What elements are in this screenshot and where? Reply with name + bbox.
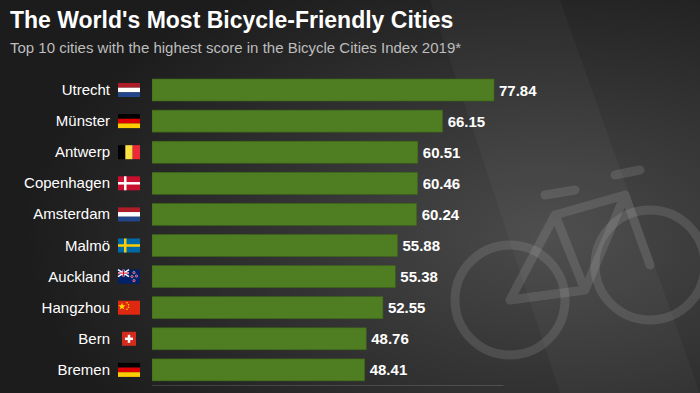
flag-part — [118, 114, 140, 119]
flag-part — [118, 207, 140, 212]
flag-part — [118, 270, 129, 277]
flag — [122, 332, 136, 346]
flag-part — [118, 145, 125, 159]
category-label: Copenhagen — [24, 174, 110, 191]
flag — [118, 207, 140, 221]
flag-part — [122, 332, 136, 346]
flag-part — [118, 372, 140, 377]
data-labels: 77.84 66.15 60.51 60.46 60.24 55.88 55.38 52.55… — [370, 82, 538, 379]
flag-part — [126, 302, 128, 304]
flag-part — [118, 92, 140, 97]
data-label: 55.38 — [400, 268, 438, 285]
category-label: Bern — [78, 330, 110, 347]
flag-part — [128, 304, 130, 306]
category-label: Hangzhou — [42, 299, 110, 316]
x-axis-line — [152, 385, 504, 386]
data-label: 48.76 — [371, 330, 409, 347]
flag — [118, 176, 140, 190]
flag-part — [135, 275, 137, 277]
flag-part — [131, 275, 133, 277]
chart-svg: The World's Most Bicycle-Friendly Cities… — [0, 0, 700, 393]
flag-part — [118, 301, 140, 315]
flag-part — [118, 119, 140, 124]
category-label: Antwerp — [55, 143, 110, 160]
flag-part — [133, 145, 140, 159]
flag — [118, 83, 140, 97]
flag-part — [125, 145, 132, 159]
flag-part — [118, 303, 125, 310]
flag-part — [118, 239, 140, 253]
bar — [152, 172, 418, 194]
bar — [152, 266, 395, 288]
flag-part — [118, 270, 129, 277]
data-label: 77.84 — [499, 82, 537, 99]
bar — [152, 141, 418, 163]
flag — [118, 239, 140, 253]
bar — [152, 203, 417, 225]
flag — [118, 363, 140, 377]
bar — [152, 328, 366, 350]
data-label: 60.51 — [423, 144, 461, 161]
flag-part — [118, 83, 140, 88]
category-label: Amsterdam — [33, 205, 110, 222]
page: {"chart_data": {"type": "bar", "orientat… — [0, 0, 700, 393]
flag-part — [118, 273, 129, 274]
category-label: Münster — [56, 112, 110, 129]
data-label: 60.46 — [423, 175, 461, 192]
lane-band — [430, 0, 700, 393]
bicycle-icon — [455, 170, 700, 355]
flag-part — [118, 244, 140, 247]
category-label: Malmö — [65, 237, 110, 254]
flag-part — [118, 88, 140, 93]
data-label: 55.88 — [403, 237, 441, 254]
data-label: 52.55 — [388, 299, 426, 316]
flag-part — [118, 368, 140, 373]
bar — [152, 297, 383, 319]
category-label: Bremen — [57, 361, 110, 378]
flag — [118, 301, 140, 315]
bar — [152, 235, 398, 257]
flag-part — [118, 176, 140, 190]
chart-container: The World's Most Bicycle-Friendly Cities… — [0, 0, 700, 393]
flag-part — [118, 212, 140, 217]
bar — [152, 79, 494, 101]
flag-part — [126, 308, 128, 310]
bars — [152, 79, 494, 381]
subtitle: Top 10 cities with the highest score in … — [10, 39, 461, 56]
flag-part — [133, 271, 135, 273]
flag — [118, 145, 140, 159]
data-label: 48.41 — [370, 361, 408, 378]
flag-part — [118, 182, 140, 185]
category-label: Utrecht — [62, 81, 111, 98]
bike-frame — [510, 170, 650, 300]
flag-part — [118, 270, 140, 284]
flag-part — [118, 363, 140, 368]
data-label: 66.15 — [448, 113, 486, 130]
category-label: Auckland — [48, 268, 110, 285]
flag-part — [128, 306, 130, 308]
flag-part — [133, 279, 135, 281]
flag-part — [118, 217, 140, 222]
flag — [118, 270, 140, 284]
title: The World's Most Bicycle-Friendly Cities — [10, 7, 453, 33]
background — [0, 0, 700, 393]
category-labels: Utrecht Münster Antwerp Copenhagen Amsterdam… — [24, 81, 140, 378]
data-label: 60.24 — [422, 206, 460, 223]
bar — [152, 359, 365, 381]
flag-part — [118, 123, 140, 128]
flag — [118, 114, 140, 128]
bar — [152, 110, 443, 132]
flag-part — [125, 338, 133, 341]
